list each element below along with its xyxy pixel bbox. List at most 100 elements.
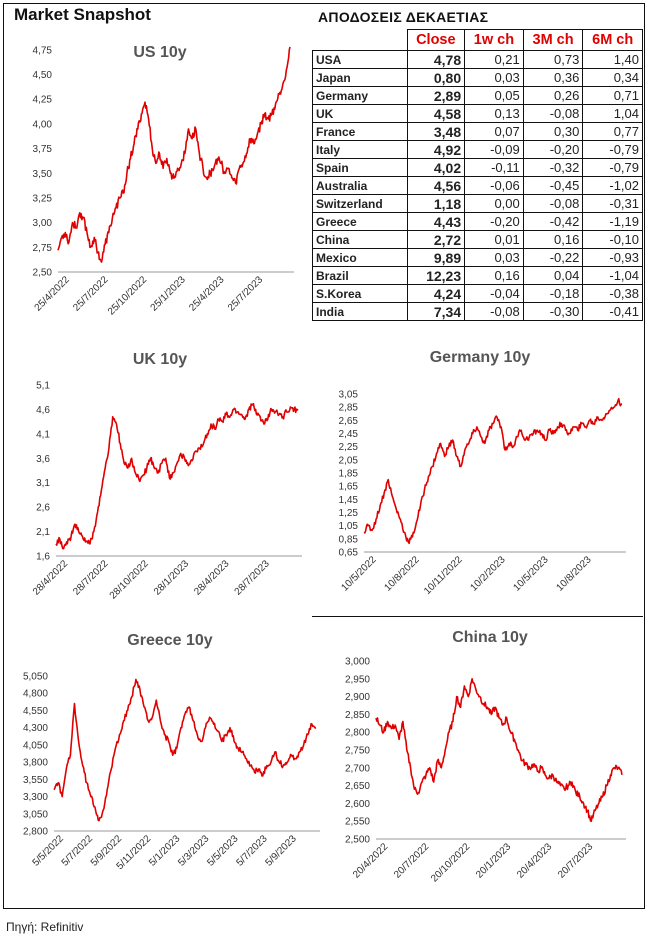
section-divider [312,616,643,617]
yields-1w-change: 0,16 [464,266,524,285]
table-row: China 2,72 0,01 0,16 -0,10 [312,230,643,249]
page-title: Market Snapshot [14,5,151,24]
chart-title-germany: Germany 10y [429,349,531,366]
source-note: Πηγή: Refinitiv [6,920,84,934]
yields-3m-change: -0,45 [522,176,584,195]
table-row: Spain 4,02 -0,11 -0,32 -0,79 [312,158,643,177]
yields-close: 7,34 [406,302,466,321]
yields-3m-change: -0,22 [522,248,584,267]
yields-table: Close 1w ch 3M ch 6M ch USA 4,78 0,21 0,73 1… [312,29,643,321]
yields-1w-change: -0,20 [464,212,524,231]
yields-3m-change: 0,26 [522,86,584,105]
yields-1w-change: -0,09 [464,140,524,159]
yields-country: Australia [312,176,408,195]
yields-close: 12,23 [406,266,466,285]
yields-country: Italy [312,140,408,159]
yields-country: USA [312,50,408,69]
yields-3m-change: -0,30 [522,302,584,321]
yields-country: Japan [312,68,408,87]
yields-1w-change: 0,21 [464,50,524,69]
yields-6m-change: -0,31 [582,194,643,213]
yields-1w-change: -0,08 [464,302,524,321]
yields-country: Brazil [312,266,408,285]
yields-country: France [312,122,408,141]
yields-close: 4,43 [406,212,466,231]
yields-header-blank [313,30,408,51]
yields-close: 4,58 [406,104,466,123]
yields-1w-change: -0,04 [464,284,524,303]
table-row: Italy 4,92 -0,09 -0,20 -0,79 [312,140,643,159]
yields-6m-change: 0,77 [582,122,643,141]
yields-header-3m: 3M ch [522,29,584,51]
yields-6m-change: -1,02 [582,176,643,195]
table-row: S.Korea 4,24 -0,04 -0,18 -0,38 [312,284,643,303]
table-row: Japan 0,80 0,03 0,36 0,34 [312,68,643,87]
yields-close: 3,48 [406,122,466,141]
yields-close: 4,24 [406,284,466,303]
yields-country: Mexico [312,248,408,267]
yields-1w-change: 0,01 [464,230,524,249]
yields-header-1w: 1w ch [464,29,524,51]
yields-6m-change: -0,79 [582,140,643,159]
yields-country: India [312,302,408,321]
snapshot-frame [3,3,645,909]
yields-1w-change: 0,03 [464,248,524,267]
yields-close: 0,80 [406,68,466,87]
table-row: Switzerland 1,18 0,00 -0,08 -0,31 [312,194,643,213]
yields-6m-change: -1,04 [582,266,643,285]
table-row: France 3,48 0,07 0,30 0,77 [312,122,643,141]
yields-6m-change: -0,79 [582,158,643,177]
table-row: UK 4,58 0,13 -0,08 1,04 [312,104,643,123]
yields-country: S.Korea [312,284,408,303]
yields-close: 2,72 [406,230,466,249]
yields-6m-change: -0,10 [582,230,643,249]
table-row: India 7,34 -0,08 -0,30 -0,41 [312,302,643,321]
yields-close: 4,56 [406,176,466,195]
yields-country: China [312,230,408,249]
yields-1w-change: 0,13 [464,104,524,123]
yields-close: 9,89 [406,248,466,267]
table-row: Australia 4,56 -0,06 -0,45 -1,02 [312,176,643,195]
chart-title-us: US 10y [133,44,187,61]
yields-3m-change: -0,32 [522,158,584,177]
yields-3m-change: -0,08 [522,104,584,123]
chart-title-greece: Greece 10y [127,632,213,649]
yields-1w-change: 0,05 [464,86,524,105]
yields-table-header-row: Close 1w ch 3M ch 6M ch [313,29,643,51]
yields-3m-change: -0,08 [522,194,584,213]
yields-6m-change: 1,04 [582,104,643,123]
yields-1w-change: 0,00 [464,194,524,213]
yields-close: 4,78 [406,50,466,69]
yields-6m-change: -1,19 [582,212,643,231]
yields-country: Greece [312,212,408,231]
yields-close: 2,89 [406,86,466,105]
table-row: Mexico 9,89 0,03 -0,22 -0,93 [312,248,643,267]
yields-country: UK [312,104,408,123]
yields-header-6m: 6M ch [582,29,643,51]
yields-3m-change: -0,42 [522,212,584,231]
yields-6m-change: 0,34 [582,68,643,87]
yields-country: Germany [312,86,408,105]
yields-1w-change: -0,11 [464,158,524,177]
yields-header-close: Close [406,29,466,51]
yields-6m-change: -0,41 [582,302,643,321]
yields-6m-change: 0,71 [582,86,643,105]
table-row: Germany 2,89 0,05 0,26 0,71 [312,86,643,105]
yields-table-title: ΑΠΟΔΟΣΕΙΣ ΔΕΚΑΕΤΙΑΣ [318,9,489,25]
yields-3m-change: 0,04 [522,266,584,285]
yields-3m-change: -0,18 [522,284,584,303]
yields-3m-change: 0,36 [522,68,584,87]
yields-close: 4,02 [406,158,466,177]
yields-6m-change: -0,93 [582,248,643,267]
yields-close: 1,18 [406,194,466,213]
yields-country: Switzerland [312,194,408,213]
yields-country: Spain [312,158,408,177]
yields-3m-change: -0,20 [522,140,584,159]
yields-6m-change: -0,38 [582,284,643,303]
yields-1w-change: 0,07 [464,122,524,141]
yields-3m-change: 0,30 [522,122,584,141]
table-row: Brazil 12,23 0,16 0,04 -1,04 [312,266,643,285]
yields-close: 4,92 [406,140,466,159]
yields-6m-change: 1,40 [582,50,643,69]
yields-3m-change: 0,73 [522,50,584,69]
